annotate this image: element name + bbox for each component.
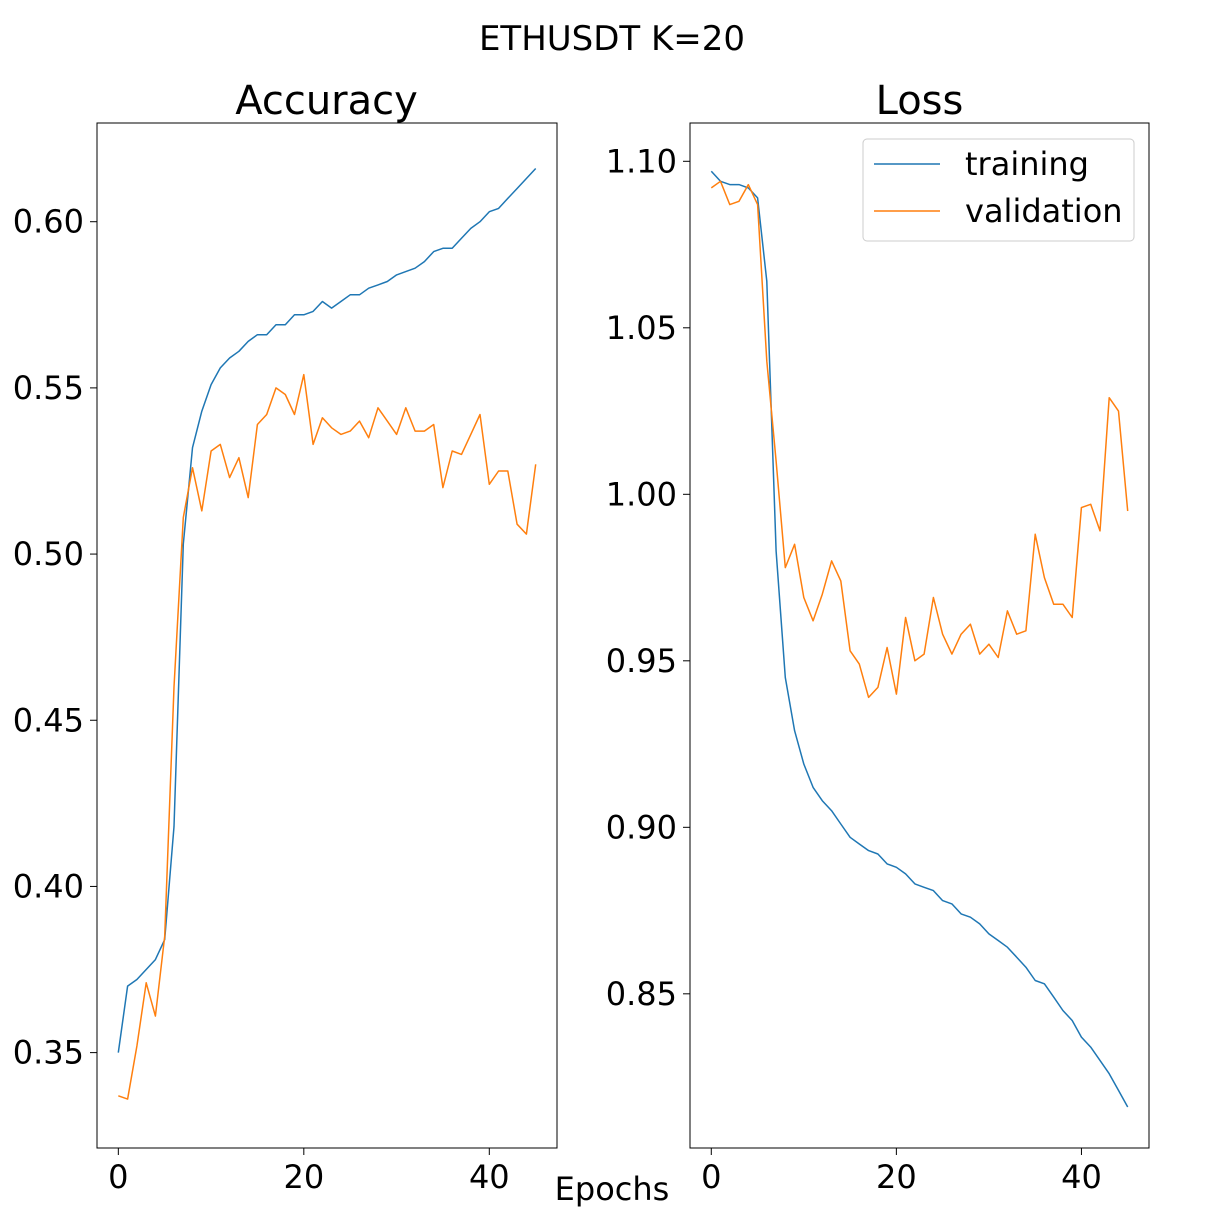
accuracy-axes-frame [96,122,558,1149]
loss-ytick-label: 0.90 [606,808,677,846]
accuracy-validation-line [118,373,537,1100]
loss-ytick-label: 1.00 [606,475,677,513]
loss-xtick-label: 40 [1061,1158,1102,1196]
loss-axes-frame [689,122,1150,1149]
accuracy-chart: Accuracy 0 20 40 0.35 0.40 0.45 0.50 0.55 0.60 [13,78,558,1196]
loss-ytick-label: 0.95 [606,642,677,680]
accuracy-ytick-label: 0.45 [13,701,84,739]
accuracy-ytick-label: 0.55 [13,369,84,407]
accuracy-xtick-label: 40 [469,1158,510,1196]
accuracy-ytick-label: 0.50 [13,535,84,573]
figure-suptitle: ETHUSDT K=20 [479,19,745,59]
accuracy-xtick-label: 0 [108,1158,128,1196]
loss-xtick-label: 20 [876,1158,917,1196]
accuracy-xtick-label: 20 [283,1158,324,1196]
loss-legend: training validation [862,138,1135,242]
accuracy-training-line [117,167,537,1053]
loss-legend-validation-label: validation [965,192,1123,230]
accuracy-ytick-label: 0.40 [13,867,84,905]
loss-ytick-label: 0.85 [606,975,677,1013]
accuracy-chart-title: Accuracy [235,78,418,124]
loss-xtick-label: 0 [701,1158,721,1196]
accuracy-ytick-label: 0.35 [13,1034,84,1072]
loss-chart: Loss 0 20 40 0.85 0.90 0.95 1.00 1.05 1.10 traini… [606,78,1150,1196]
loss-ytick-label: 1.10 [606,142,677,180]
loss-chart-title: Loss [876,78,964,124]
accuracy-ytick-label: 0.60 [13,203,84,241]
loss-ytick-label: 1.05 [606,309,677,347]
loss-training-line [710,170,1129,1108]
loss-validation-line [710,180,1129,699]
loss-legend-training-label: training [965,145,1089,183]
figure-xlabel: Epochs [555,1170,670,1208]
